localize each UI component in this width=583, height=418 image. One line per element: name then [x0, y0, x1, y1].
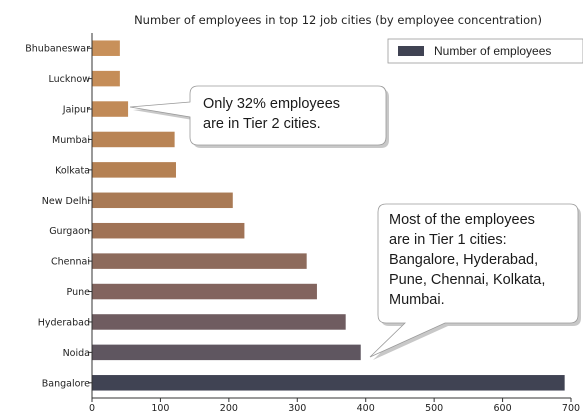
callout-line: Mumbai.: [389, 292, 445, 308]
y-tick-label: Noida: [63, 348, 90, 359]
x-tick-label: 100: [151, 403, 169, 414]
bar-gurgaon: [92, 222, 245, 239]
x-tick-label: 700: [562, 403, 580, 414]
callout-line: Pune, Chennai, Kolkata,: [389, 272, 545, 288]
callout-bubble: [369, 203, 579, 358]
x-tick-label: 500: [425, 403, 443, 414]
bar-pune: [92, 283, 317, 300]
y-tick-label: Mumbai: [52, 135, 90, 146]
bar-mumbai: [92, 131, 175, 148]
bar-chennai: [92, 253, 307, 269]
callout-line: Most of the employees: [389, 212, 535, 228]
callout-tier2: Only 32% employees are in Tier 2 cities.: [129, 85, 389, 148]
legend-label: Number of employees: [434, 44, 551, 58]
callout-tier1: Most of the employees are in Tier 1 citie…: [369, 203, 581, 360]
y-tick-label: New Delhi: [42, 196, 90, 207]
bar-jaipur: [92, 101, 129, 117]
bar-new-delhi: [92, 192, 233, 209]
callout-line: Only 32% employees: [203, 96, 340, 112]
x-tick-label: 400: [357, 403, 375, 414]
legend-swatch: [398, 46, 424, 56]
y-tick-label: Gurgaon: [49, 226, 90, 237]
callout-line: are in Tier 1 cities:: [389, 232, 507, 248]
y-tick-label: Bhubaneswar: [25, 44, 90, 55]
x-tick-label: 200: [220, 403, 238, 414]
y-tick-label: Chennai: [51, 257, 90, 268]
callout-text: Most of the employees are in Tier 1 citie…: [389, 212, 545, 308]
bar-hyderabad: [92, 314, 346, 330]
callouts: Only 32% employees are in Tier 2 cities. M…: [129, 85, 581, 360]
callout-line: are in Tier 2 cities.: [203, 116, 321, 132]
bar-lucknow: [92, 70, 120, 87]
x-tick-label: 300: [288, 403, 306, 414]
chart-title: Number of employees in top 12 job cities…: [134, 13, 542, 27]
bar-bangalore: [92, 375, 565, 391]
callout-text: Only 32% employees are in Tier 2 cities.: [203, 96, 340, 132]
x-tick-label: 0: [89, 403, 95, 414]
y-tick-label: Bangalore: [42, 378, 90, 389]
plot-area: Bhubaneswar Lucknow Jaipur Mumbai Kolkata New…: [25, 33, 580, 414]
y-tick-label: Lucknow: [49, 74, 91, 85]
bar-bhubaneswar: [92, 40, 120, 56]
y-tick-label: Jaipur: [62, 105, 90, 116]
bar-noida: [92, 344, 361, 361]
x-tick-label: 600: [494, 403, 512, 414]
y-tick-label: Pune: [67, 287, 91, 298]
y-tick-label: Hyderabad: [38, 317, 90, 328]
callout-line: Bangalore, Hyderabad,: [389, 252, 538, 268]
y-tick-label: Kolkata: [55, 165, 90, 176]
bar-kolkata: [92, 162, 176, 178]
legend: Number of employees: [387, 38, 583, 64]
callout-bubble: [129, 85, 387, 146]
